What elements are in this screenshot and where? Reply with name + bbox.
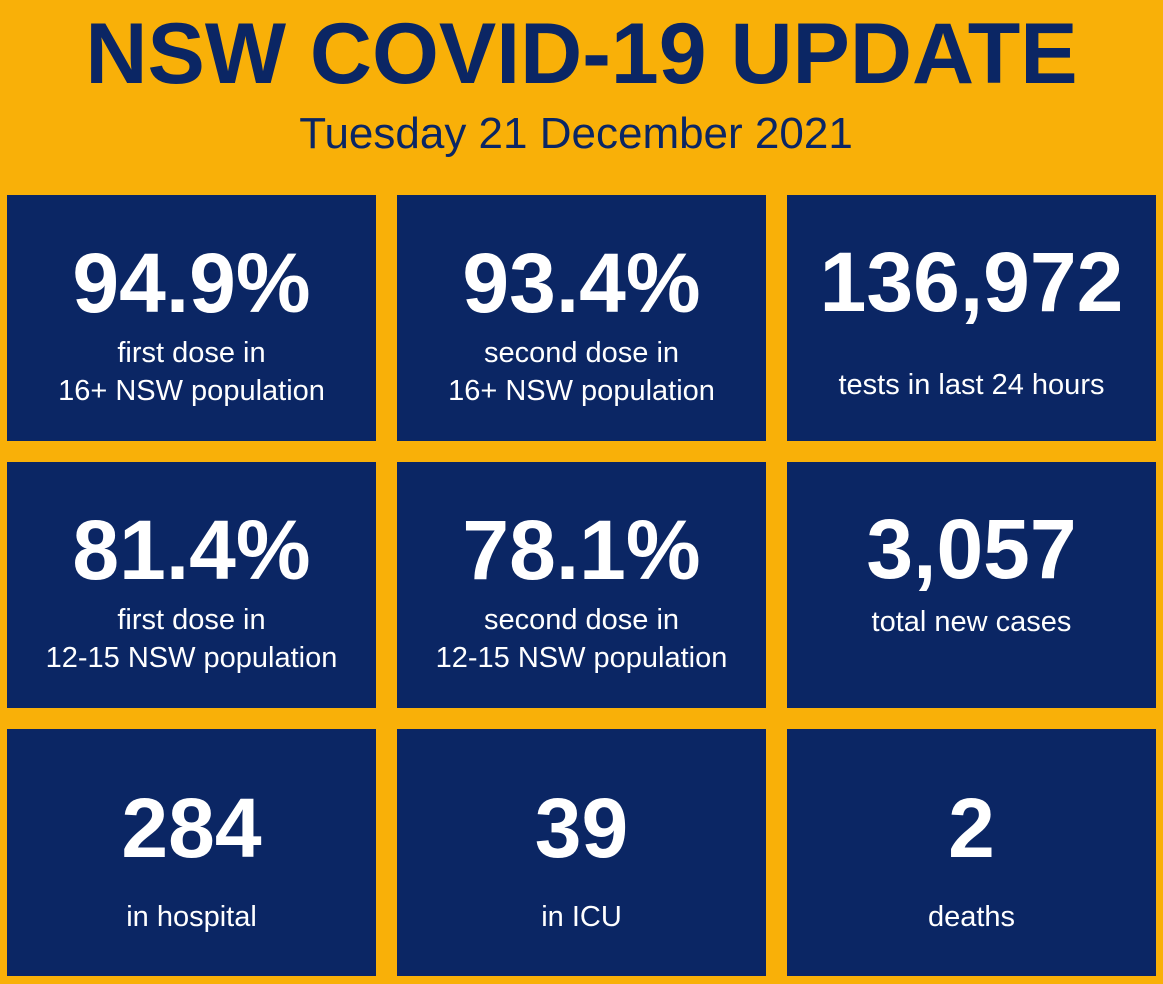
stat-label-line: 12-15 NSW population (435, 642, 728, 674)
stat-label-line: in ICU (541, 901, 622, 933)
stat-label-line: second dose in (483, 604, 680, 636)
stat-value: 39 (534, 781, 629, 875)
stat-value: 78.1% (462, 503, 701, 597)
stat-label-line: first dose in (117, 604, 266, 636)
stat-value: 2 (948, 781, 995, 875)
stat-tile-second-dose-12-15: 78.1% second dose in 12-15 NSW populatio… (397, 462, 766, 708)
stat-value: 94.9% (72, 236, 311, 330)
update-date: Tuesday 21 December 2021 (299, 109, 853, 158)
stat-value: 3,057 (866, 502, 1077, 596)
stat-tile-icu: 39 in ICU (397, 729, 766, 976)
stat-value: 81.4% (72, 503, 311, 597)
stat-label-line: first dose in (117, 337, 266, 369)
stat-label: first dose in 16+ NSW population (7, 334, 376, 410)
stat-tile-first-dose-12-15: 81.4% first dose in 12-15 NSW population (7, 462, 376, 708)
stat-label: in hospital (7, 898, 376, 936)
stat-tile-second-dose-16plus: 93.4% second dose in 16+ NSW population (397, 195, 766, 441)
stat-label: in ICU (397, 898, 766, 936)
stat-tile-new-cases: 3,057 total new cases (787, 462, 1156, 708)
stat-tile-hospital: 284 in hospital (7, 729, 376, 976)
stat-label: total new cases (787, 603, 1156, 641)
stat-tile-deaths: 2 deaths (787, 729, 1156, 976)
stat-label-line: in hospital (126, 901, 257, 933)
stat-label: deaths (787, 898, 1156, 936)
stat-label: second dose in 16+ NSW population (397, 334, 766, 410)
stat-label-line: total new cases (871, 606, 1072, 638)
stat-label-line: 16+ NSW population (58, 375, 325, 407)
stat-label: second dose in 12-15 NSW population (397, 601, 766, 677)
page-title: NSW COVID-19 UPDATE (85, 6, 1078, 102)
stat-label-line: deaths (927, 901, 1016, 933)
stat-label-line: 16+ NSW population (448, 375, 715, 407)
stat-value: 136,972 (819, 235, 1124, 329)
stat-label-line: tests in last 24 hours (838, 369, 1105, 401)
stat-tile-first-dose-16plus: 94.9% first dose in 16+ NSW population (7, 195, 376, 441)
stat-tile-tests: 136,972 tests in last 24 hours (787, 195, 1156, 441)
stat-label-line: second dose in (483, 337, 680, 369)
stat-label: first dose in 12-15 NSW population (7, 601, 376, 677)
stat-label: tests in last 24 hours (787, 366, 1156, 404)
stat-value: 284 (121, 781, 262, 875)
stat-label-line: 12-15 NSW population (45, 642, 338, 674)
stat-value: 93.4% (462, 236, 701, 330)
